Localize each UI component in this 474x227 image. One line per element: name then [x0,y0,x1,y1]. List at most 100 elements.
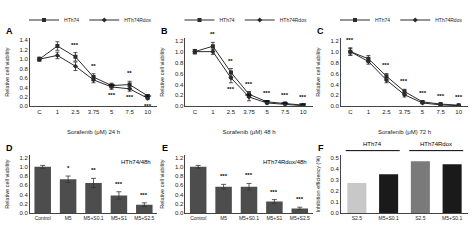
svg-text:HTh74Rdox: HTh74Rdox [124,17,151,23]
svg-text:0.8: 0.8 [19,66,28,72]
svg-text:1.0: 1.0 [330,49,339,55]
svg-text:M5+S0.1: M5+S0.1 [239,215,259,221]
svg-text:0.2: 0.2 [330,188,339,194]
svg-text:7.5: 7.5 [281,109,290,115]
svg-text:10: 10 [455,109,462,115]
svg-text:7.5: 7.5 [125,109,134,115]
svg-text:***: *** [245,81,253,87]
svg-text:***: *** [227,86,235,92]
svg-text:Relative cell viability: Relative cell viability [159,47,165,96]
svg-text:M5: M5 [65,215,72,221]
svg-text:**: ** [228,58,233,64]
svg-text:Sorafenib (μM) 24 h: Sorafenib (μM) 24 h [67,129,120,135]
svg-text:***: *** [140,192,148,198]
svg-text:***: *** [281,101,289,107]
svg-text:***: *** [296,196,304,202]
svg-text:***: *** [108,83,116,89]
svg-text:Relative cell viability: Relative cell viability [4,159,10,208]
svg-text:***: *** [400,78,408,84]
svg-text:HTh74: HTh74 [363,141,382,147]
svg-text:S2.5: S2.5 [352,215,363,221]
svg-text:C: C [37,109,42,115]
svg-text:***: *** [108,92,116,98]
svg-text:HTh74Rdox: HTh74Rdox [420,141,452,147]
svg-text:2.5: 2.5 [382,109,391,115]
svg-text:0.6: 0.6 [175,182,184,188]
svg-text:C: C [348,109,353,115]
svg-text:0.2: 0.2 [175,92,184,98]
svg-text:***: *** [270,189,278,195]
svg-text:**: ** [127,70,132,76]
svg-text:0.4: 0.4 [175,192,184,198]
svg-text:***: *** [419,90,427,96]
svg-text:Sorafenib (μM) 72 h: Sorafenib (μM) 72 h [378,129,431,135]
svg-text:1.0: 1.0 [19,56,28,62]
svg-text:0.8: 0.8 [175,60,184,66]
svg-text:1: 1 [367,109,371,115]
svg-text:C: C [193,109,198,115]
svg-text:***: *** [263,99,271,105]
svg-text:***: *** [455,94,463,100]
svg-text:A: A [6,26,13,36]
svg-text:***: *** [346,37,354,43]
svg-text:0.6: 0.6 [175,71,184,77]
svg-text:0.4: 0.4 [175,82,184,88]
svg-text:3.75: 3.75 [243,109,255,115]
svg-text:0.0: 0.0 [19,103,28,109]
svg-text:0.8: 0.8 [175,173,184,179]
svg-text:0.2: 0.2 [19,201,28,207]
svg-text:0.3: 0.3 [330,177,339,183]
svg-text:***: *** [71,42,79,48]
svg-text:Inhibition efficiency (%): Inhibition efficiency (%) [315,156,321,213]
svg-text:7.5: 7.5 [436,109,445,115]
svg-text:M5+S2.5: M5+S2.5 [134,215,154,221]
svg-text:0.0: 0.0 [330,210,339,216]
svg-text:0.2: 0.2 [175,201,184,207]
svg-text:3.75: 3.75 [399,109,411,115]
svg-text:**: ** [91,167,96,173]
svg-text:1.2: 1.2 [19,47,28,53]
svg-text:HTh74/48h: HTh74/48h [121,159,151,165]
svg-text:0.6: 0.6 [19,182,28,188]
svg-text:M5+S0.1: M5+S0.1 [83,215,103,221]
svg-text:***: *** [144,94,152,100]
svg-text:M5: M5 [220,215,227,221]
svg-text:5: 5 [421,109,425,115]
svg-text:10: 10 [300,109,307,115]
svg-text:0.4: 0.4 [19,192,28,198]
svg-text:5: 5 [110,109,114,115]
svg-text:***: *** [281,92,289,98]
svg-text:HTh74Rdox/48h: HTh74Rdox/48h [263,159,307,165]
svg-text:0.2: 0.2 [19,94,28,100]
svg-text:***: *** [115,181,123,187]
svg-text:M5+S1: M5+S1 [111,215,127,221]
svg-text:HTh74Rdox: HTh74Rdox [280,17,307,23]
svg-text:1.0: 1.0 [175,49,184,55]
svg-text:1.2: 1.2 [19,155,28,161]
svg-text:0.0: 0.0 [19,210,28,216]
svg-text:0.6: 0.6 [19,75,28,81]
svg-text:0.2: 0.2 [330,92,339,98]
svg-text:0.0: 0.0 [175,210,184,216]
svg-text:2.5: 2.5 [71,109,80,115]
svg-text:0.0: 0.0 [330,103,339,109]
svg-text:M5+S1: M5+S1 [266,215,282,221]
svg-text:0.6: 0.6 [330,71,339,77]
svg-text:HTh74: HTh74 [375,17,390,23]
svg-text:0.4: 0.4 [330,166,339,172]
svg-text:M5+S2.5: M5+S2.5 [290,215,310,221]
svg-text:2.5: 2.5 [227,109,236,115]
svg-text:0.8: 0.8 [19,173,28,179]
svg-text:***: *** [382,62,390,68]
svg-text:***: *** [245,172,253,178]
svg-text:Control: Control [190,215,206,221]
svg-text:10: 10 [144,109,151,115]
svg-text:Sorafenib (μM) 48 h: Sorafenib (μM) 48 h [222,129,275,135]
svg-text:Relative cell viability: Relative cell viability [315,47,321,96]
svg-text:**: ** [210,31,215,37]
svg-text:**: ** [91,63,96,69]
svg-text:1.0: 1.0 [19,164,28,170]
svg-text:HTh74: HTh74 [64,17,79,23]
svg-text:Relative cell viability: Relative cell viability [159,159,165,208]
svg-text:0.8: 0.8 [330,60,339,66]
